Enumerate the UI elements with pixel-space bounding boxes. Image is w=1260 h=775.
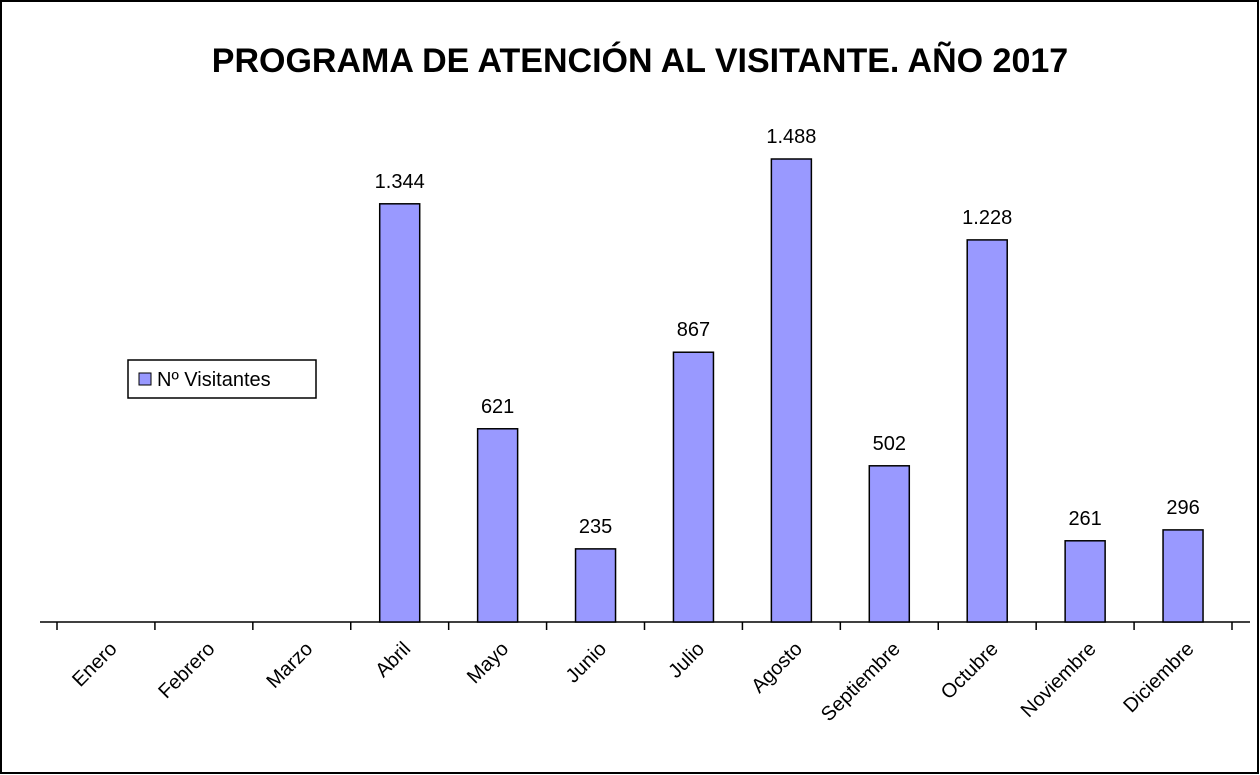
- bar: [672, 351, 715, 623]
- value-label: 296: [1166, 497, 1199, 519]
- value-label: 1.228: [962, 207, 1012, 229]
- value-label: 621: [481, 396, 514, 418]
- value-label: 261: [1068, 508, 1101, 530]
- bar: [868, 465, 911, 623]
- value-label: 1.344: [375, 171, 425, 193]
- bar: [378, 203, 421, 623]
- value-label: 867: [677, 319, 710, 341]
- bar: [574, 548, 617, 623]
- chart-title: PROGRAMA DE ATENCIÓN AL VISITANTE. AÑO 2…: [212, 42, 1068, 80]
- bar: [1064, 540, 1106, 623]
- bar: [770, 158, 813, 623]
- legend-swatch: [138, 372, 152, 386]
- bar: [966, 239, 1008, 623]
- legend-label: Nº Visitantes: [157, 369, 271, 391]
- bar: [1162, 529, 1204, 623]
- value-label: 1.488: [766, 126, 816, 148]
- value-label: 235: [579, 516, 612, 538]
- value-label: 502: [873, 433, 906, 455]
- legend-box: [127, 359, 317, 399]
- bar: [476, 428, 519, 623]
